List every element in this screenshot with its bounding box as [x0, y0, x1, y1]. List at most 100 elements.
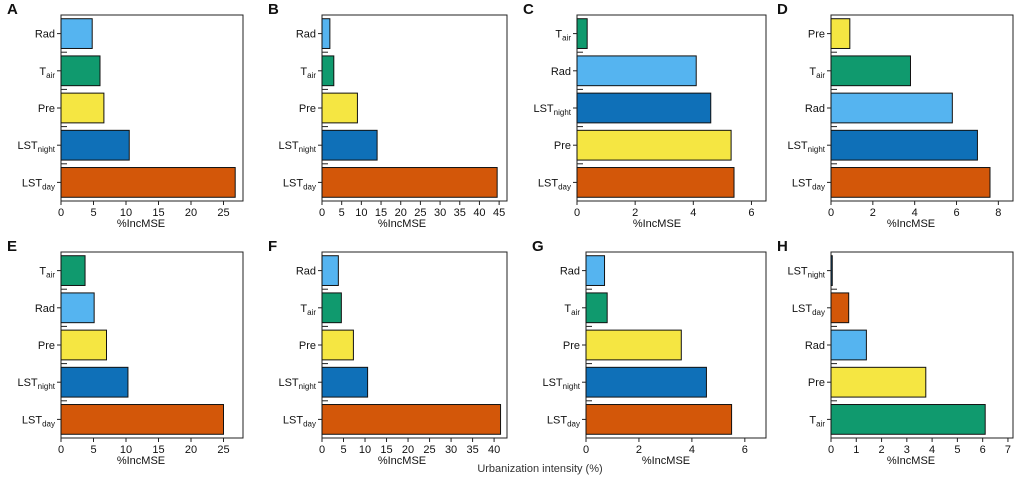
category-label: LSTday — [792, 303, 825, 317]
panel-letter: H — [777, 238, 788, 255]
x-tick-label: 40 — [473, 207, 485, 219]
bar-lst-night — [321, 129, 378, 161]
x-tick-label: 25 — [217, 444, 229, 456]
x-tick-label: 25 — [423, 444, 435, 456]
x-tick-label: 2 — [870, 207, 876, 219]
bar-pre — [321, 92, 358, 124]
category-label: Pre — [299, 340, 316, 352]
bar-lst-night — [60, 129, 130, 161]
x-axis-title: %IncMSE — [378, 218, 426, 230]
x-tick-label: 4 — [912, 207, 918, 219]
panel-b: B Rad Tair Pre LSTnight LSTday 0 5 10 15 20 25 30 35 4… — [268, 1, 508, 230]
bar-rad — [321, 18, 331, 49]
bar-lst-night — [60, 366, 129, 398]
bar-rad — [321, 255, 339, 286]
x-tick-label: 1 — [853, 444, 859, 456]
panel-letter: G — [532, 238, 544, 255]
bar-t-air — [321, 55, 335, 87]
panel-d: D Pre Tair Rad LSTnight LSTday 0 2 4 6 8 %IncMSE — [777, 1, 1014, 230]
x-tick-label: 5 — [90, 207, 96, 219]
bar-lst-day — [576, 167, 735, 198]
category-label: Tair — [300, 303, 316, 317]
bar-pre — [321, 329, 354, 361]
bar-t-air — [321, 292, 342, 324]
x-tick-label: 45 — [493, 207, 505, 219]
bar-pre — [830, 18, 851, 49]
bar-t-air — [585, 292, 608, 324]
panel-e: E Tair Rad Pre LSTnight LSTday 0 5 10 15 20 25 %IncM… — [7, 238, 244, 467]
category-label: LSTday — [22, 414, 55, 428]
bar-rad — [576, 55, 697, 87]
category-label: Tair — [555, 29, 571, 43]
category-label: Rad — [560, 266, 580, 278]
x-axis-title: %IncMSE — [887, 218, 935, 230]
category-label: Rad — [35, 303, 55, 315]
x-tick-label: 5 — [340, 444, 346, 456]
bar-pre — [830, 366, 927, 398]
bar-pre — [576, 129, 732, 161]
bar-rad — [585, 255, 606, 286]
bar-lst-day — [60, 167, 236, 198]
panel-letter: D — [777, 1, 788, 18]
x-axis-title: %IncMSE — [378, 455, 426, 467]
bar-lst-night — [830, 129, 978, 161]
x-tick-label: 35 — [466, 444, 478, 456]
x-tick-label: 5 — [339, 207, 345, 219]
bar-t-air — [60, 255, 86, 286]
x-tick-label: 2 — [878, 444, 884, 456]
footer-label: Urbanization intensity (%) — [477, 463, 602, 475]
x-tick-label: 20 — [395, 207, 407, 219]
category-label: Tair — [39, 66, 55, 80]
x-tick-label: 20 — [185, 444, 197, 456]
category-label: Rad — [35, 29, 55, 41]
x-axis-title: %IncMSE — [633, 218, 681, 230]
bar-lst-night — [576, 92, 712, 124]
category-label: LSTnight — [542, 377, 580, 391]
x-tick-label: 0 — [319, 207, 325, 219]
category-label: Rad — [805, 340, 825, 352]
category-label: LSTnight — [17, 377, 55, 391]
x-tick-label: 3 — [904, 444, 910, 456]
x-tick-label: 0 — [583, 444, 589, 456]
x-tick-label: 6 — [980, 444, 986, 456]
x-tick-label: 4 — [690, 207, 696, 219]
panel-letter: E — [7, 238, 17, 255]
x-tick-label: 20 — [402, 444, 414, 456]
panel-letter: F — [268, 238, 277, 255]
x-tick-label: 25 — [217, 207, 229, 219]
bar-rad — [60, 18, 93, 49]
category-label: Tair — [809, 414, 825, 428]
x-tick-label: 10 — [120, 444, 132, 456]
category-label: Rad — [296, 29, 316, 41]
category-label: Rad — [296, 266, 316, 278]
x-tick-label: 15 — [152, 444, 164, 456]
x-tick-label: 10 — [120, 207, 132, 219]
category-label: LSTnight — [278, 377, 316, 391]
category-label: LSTnight — [533, 103, 571, 117]
bar-rad — [830, 329, 867, 361]
x-tick-label: 0 — [58, 207, 64, 219]
panel-letter: A — [7, 1, 18, 18]
category-label: Tair — [300, 66, 316, 80]
panel-g: G Rad Tair Pre LSTnight LSTday 0 2 4 6 %IncMSE — [532, 238, 767, 467]
category-label: Pre — [808, 377, 825, 389]
category-label: LSTday — [792, 177, 825, 191]
x-tick-label: 10 — [355, 207, 367, 219]
category-label: Pre — [299, 103, 316, 115]
panel-c: C Tair Rad LSTnight Pre LSTday 0 2 4 6 %IncMSE — [523, 1, 767, 230]
x-tick-label: 6 — [748, 207, 754, 219]
x-tick-label: 0 — [828, 444, 834, 456]
bar-rad — [830, 92, 953, 124]
bar-lst-day — [830, 167, 991, 198]
bar-pre — [585, 329, 682, 361]
x-tick-label: 0 — [319, 444, 325, 456]
bar-t-air — [60, 55, 101, 87]
bar-lst-day — [321, 404, 502, 435]
x-tick-label: 5 — [90, 444, 96, 456]
category-label: Pre — [554, 140, 571, 152]
x-tick-label: 0 — [574, 207, 580, 219]
category-label: Pre — [38, 103, 55, 115]
panel-f: F Rad Tair Pre LSTnight LSTday 0 5 10 15 20 25 30 35 4… — [268, 238, 508, 467]
